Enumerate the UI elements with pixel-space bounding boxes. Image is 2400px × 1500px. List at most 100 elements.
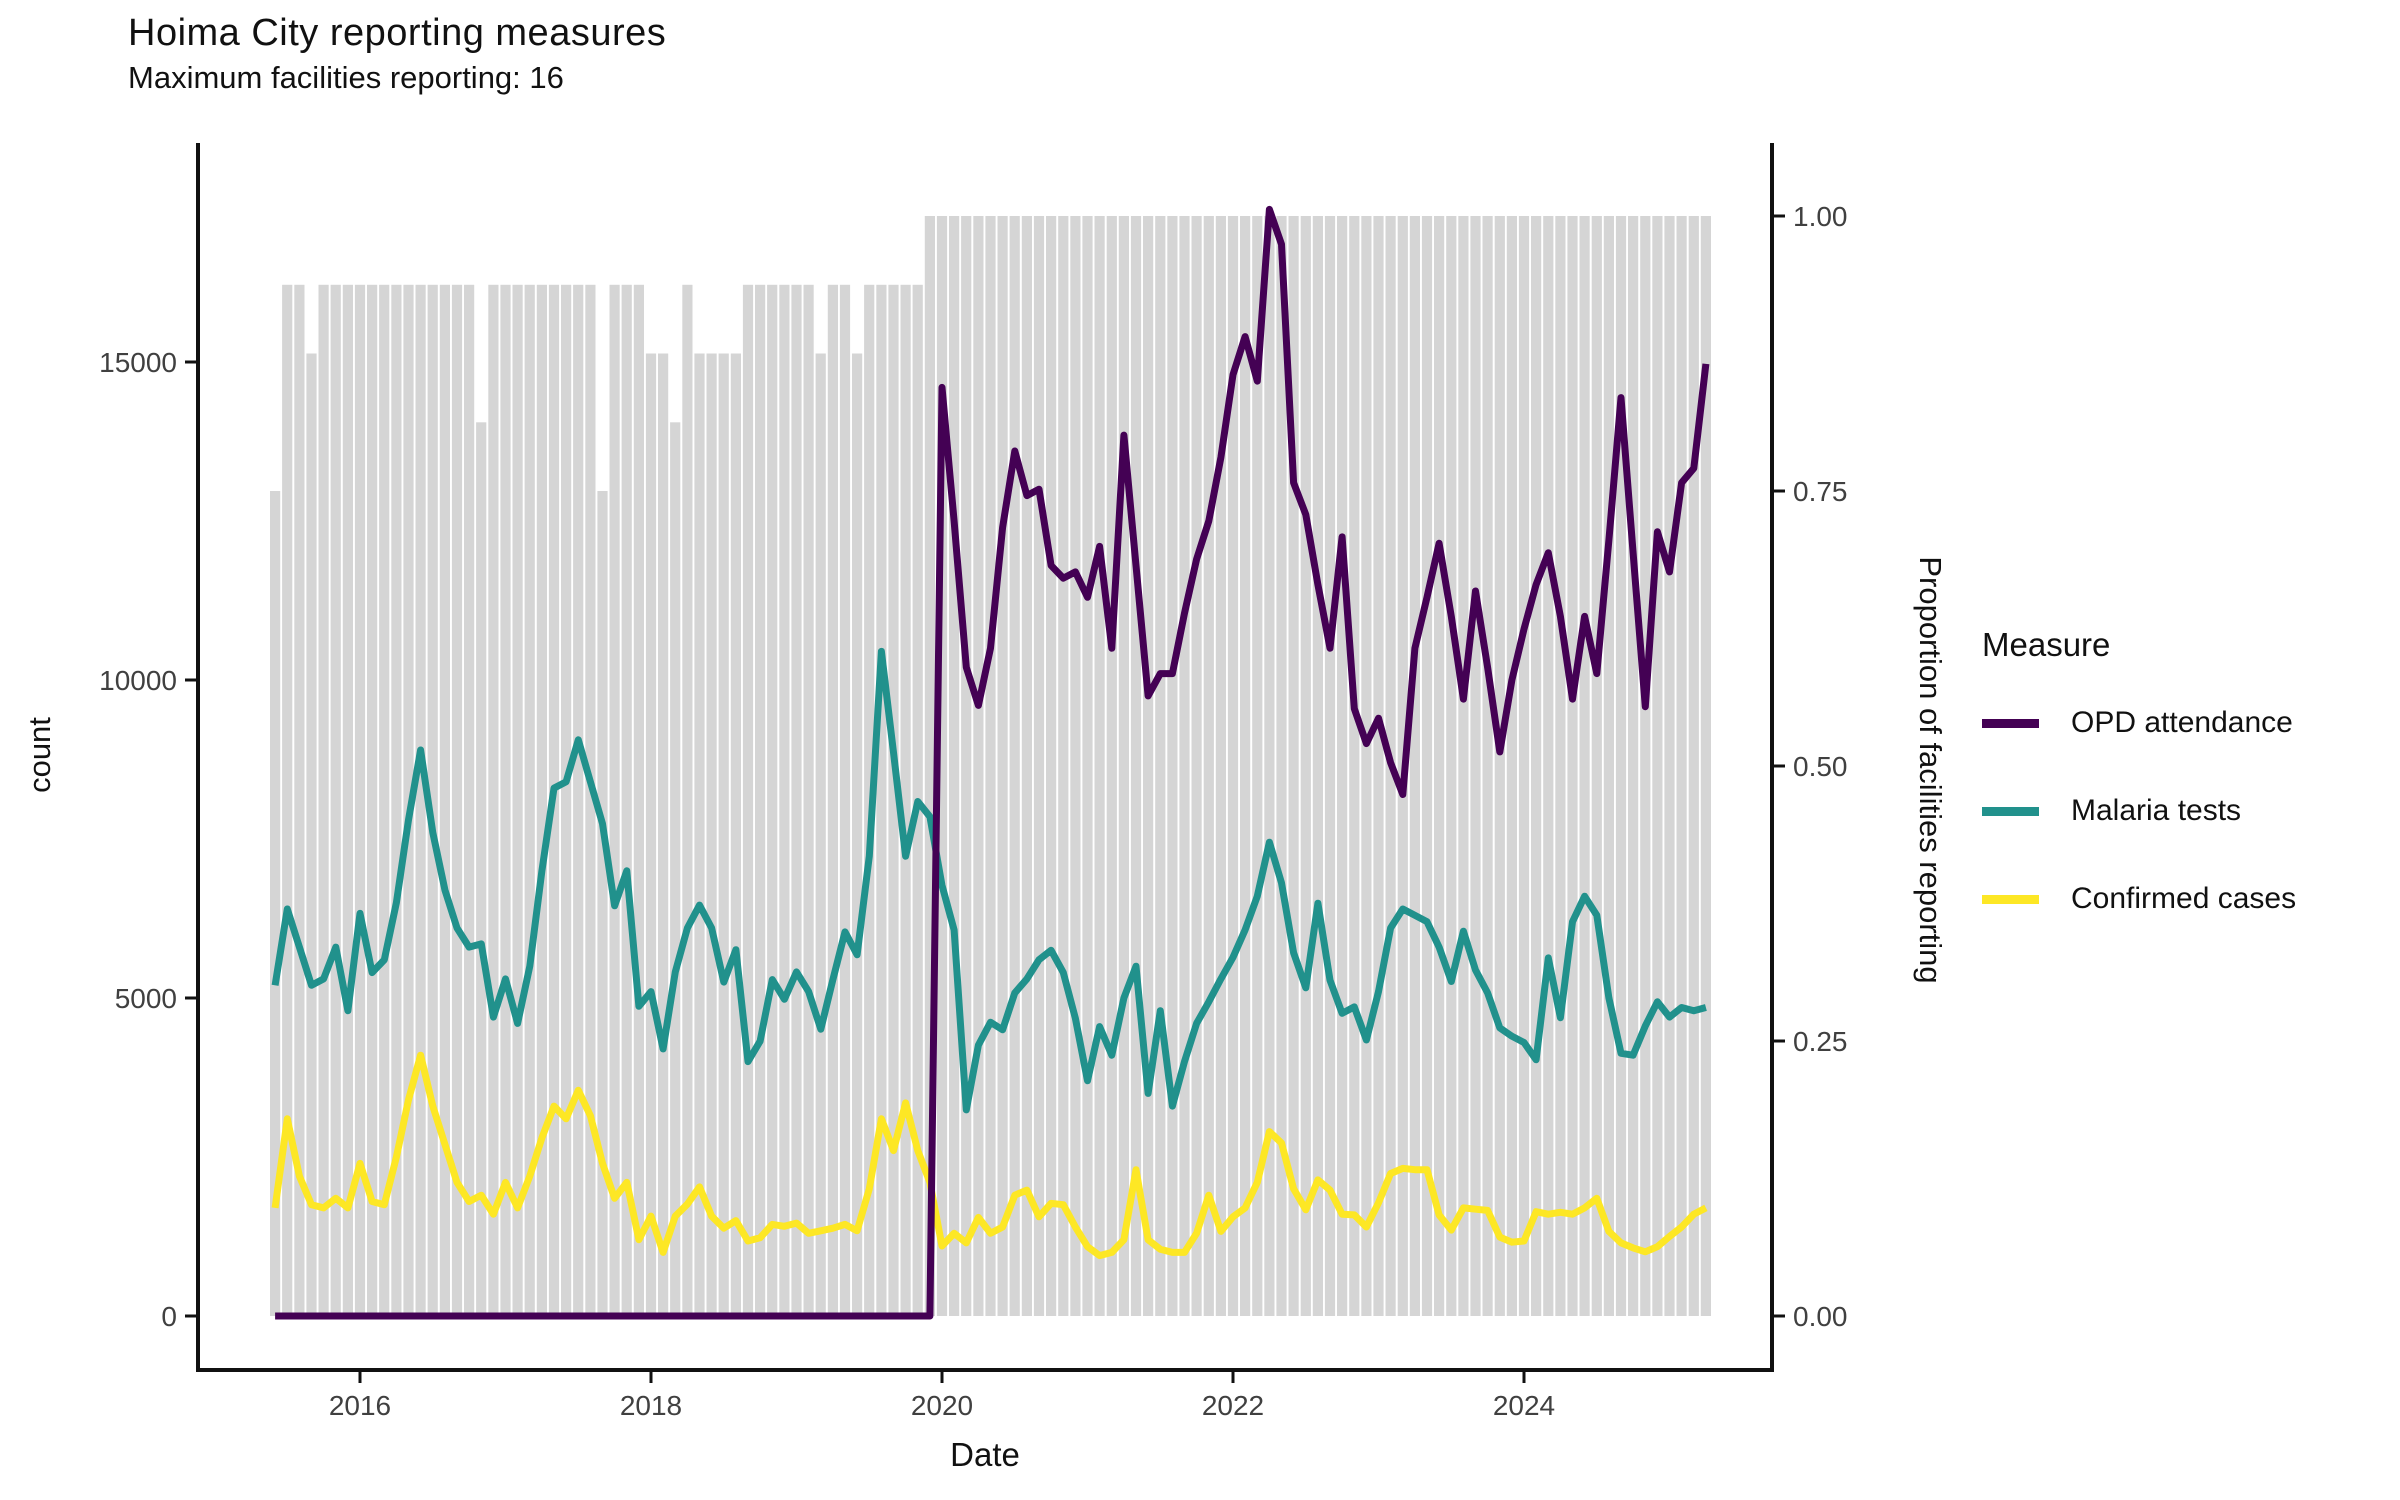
reporting-bar (803, 284, 814, 1317)
reporting-bar (1070, 216, 1081, 1316)
reporting-bar (621, 284, 632, 1317)
y-tick-label-right: 0.75 (1793, 476, 1848, 507)
reporting-bar (439, 284, 450, 1317)
reporting-bar (1458, 216, 1469, 1316)
x-tick-label: 2024 (1493, 1390, 1555, 1421)
reporting-bar (536, 284, 547, 1317)
reporting-bar (1203, 216, 1214, 1316)
reporting-bar (415, 284, 426, 1317)
reporting-bar (464, 284, 475, 1317)
reporting-bar (1482, 216, 1493, 1316)
legend-swatch (1982, 894, 2039, 904)
reporting-bar (1240, 216, 1251, 1316)
reporting-bar (742, 284, 754, 1317)
legend-title: Measure (1982, 626, 2111, 663)
reporting-bar (1009, 216, 1020, 1316)
reporting-bar (451, 284, 463, 1317)
chart-title: Hoima City reporting measures (128, 12, 667, 54)
reporting-bar (1531, 216, 1542, 1316)
reporting-bar (1288, 216, 1299, 1316)
axes: 0 5000 10000 15000 0.00 0.25 0.50 0.75 1.00 2016 2… (99, 143, 1848, 1421)
reporting-bar (876, 284, 887, 1317)
legend-label: Malaria tests (2071, 794, 2242, 827)
x-tick-label: 2018 (620, 1390, 682, 1421)
x-tick-label: 2016 (329, 1390, 391, 1421)
reporting-bar (609, 284, 620, 1317)
y-tick-label-left: 5000 (115, 983, 177, 1014)
reporting-bar (1349, 216, 1360, 1316)
reporting-bar (1434, 216, 1445, 1316)
reporting-bar (924, 216, 935, 1316)
reporting-bar (270, 491, 281, 1316)
reporting-bar (1421, 216, 1433, 1316)
reporting-bar (1518, 216, 1530, 1316)
reporting-bar (791, 284, 802, 1317)
reporting-bar (1446, 216, 1457, 1316)
reporting-bar (997, 216, 1008, 1316)
reporting-bar (1640, 216, 1651, 1316)
reporting-bar (1106, 216, 1117, 1316)
reporting-bar (282, 284, 293, 1317)
reporting-bar (1652, 216, 1663, 1316)
y-tick-label-right: 0.50 (1793, 751, 1848, 782)
x-tick-label: 2020 (911, 1390, 973, 1421)
reporting-bar (1252, 216, 1263, 1316)
reporting-bar (524, 284, 535, 1317)
reporting-bar (500, 284, 511, 1317)
line-confirmed-cases (271, 1051, 1708, 1260)
reporting-bar (973, 216, 984, 1316)
reporting-bar (1264, 216, 1275, 1316)
legend-swatch (1982, 806, 2039, 816)
reporting-bar (1324, 216, 1336, 1316)
reporting-bar (1337, 216, 1348, 1316)
y-tick-label-right: 0.00 (1793, 1301, 1848, 1332)
reporting-bar (1179, 216, 1190, 1316)
reporting-bar (1046, 216, 1057, 1316)
reporting-bar (512, 284, 523, 1317)
reporting-bar (730, 353, 741, 1316)
reporting-bar (936, 216, 948, 1316)
reporting-bar (779, 284, 790, 1317)
legend-item-malaria-tests: Malaria tests (1982, 794, 2296, 828)
reporting-bar (1082, 216, 1093, 1316)
reporting-bar (1033, 216, 1045, 1316)
reporting-bar (585, 284, 596, 1317)
reporting-bar (1676, 216, 1687, 1316)
reporting-bar (476, 422, 487, 1317)
legend-label: OPD attendance (2071, 706, 2293, 739)
reporting-bar (1494, 216, 1505, 1316)
chart-subtitle: Maximum facilities reporting: 16 (128, 60, 564, 95)
reporting-bar (561, 284, 572, 1317)
reporting-bar (1361, 216, 1372, 1316)
reporting-bar (318, 284, 329, 1317)
legend-swatch (1982, 718, 2039, 728)
reporting-bar (1276, 216, 1287, 1316)
reporting-bar (1688, 216, 1699, 1316)
reporting-bar (1543, 216, 1554, 1316)
reporting-bar (306, 353, 317, 1316)
reporting-bar (573, 284, 584, 1317)
reporting-bar (827, 284, 838, 1317)
y-tick-label-left: 15000 (99, 347, 177, 378)
y-tick-label-right: 0.25 (1793, 1026, 1848, 1057)
reporting-bar (488, 284, 499, 1317)
reporting-bar (1628, 216, 1639, 1316)
reporting-bar (354, 284, 366, 1317)
reporting-bar (1021, 216, 1032, 1316)
reporting-bar (706, 353, 717, 1316)
y-axis-title-count: count (22, 717, 57, 793)
reporting-bar (682, 284, 693, 1317)
reporting-bar (1155, 216, 1166, 1316)
reporting-bar (755, 284, 766, 1317)
reporting-bar (1167, 216, 1178, 1316)
legend-label: Confirmed cases (2071, 882, 2297, 915)
reporting-bar (1130, 216, 1142, 1316)
reporting-bar (330, 284, 341, 1317)
y-tick-label-left: 10000 (99, 665, 177, 696)
reporting-bar (1409, 216, 1420, 1316)
y-tick-label-right: 1.00 (1793, 201, 1848, 232)
reporting-bar (694, 353, 705, 1316)
reporting-bar (888, 284, 899, 1317)
legend-item-opd-attendance: OPD attendance (1982, 706, 2296, 740)
